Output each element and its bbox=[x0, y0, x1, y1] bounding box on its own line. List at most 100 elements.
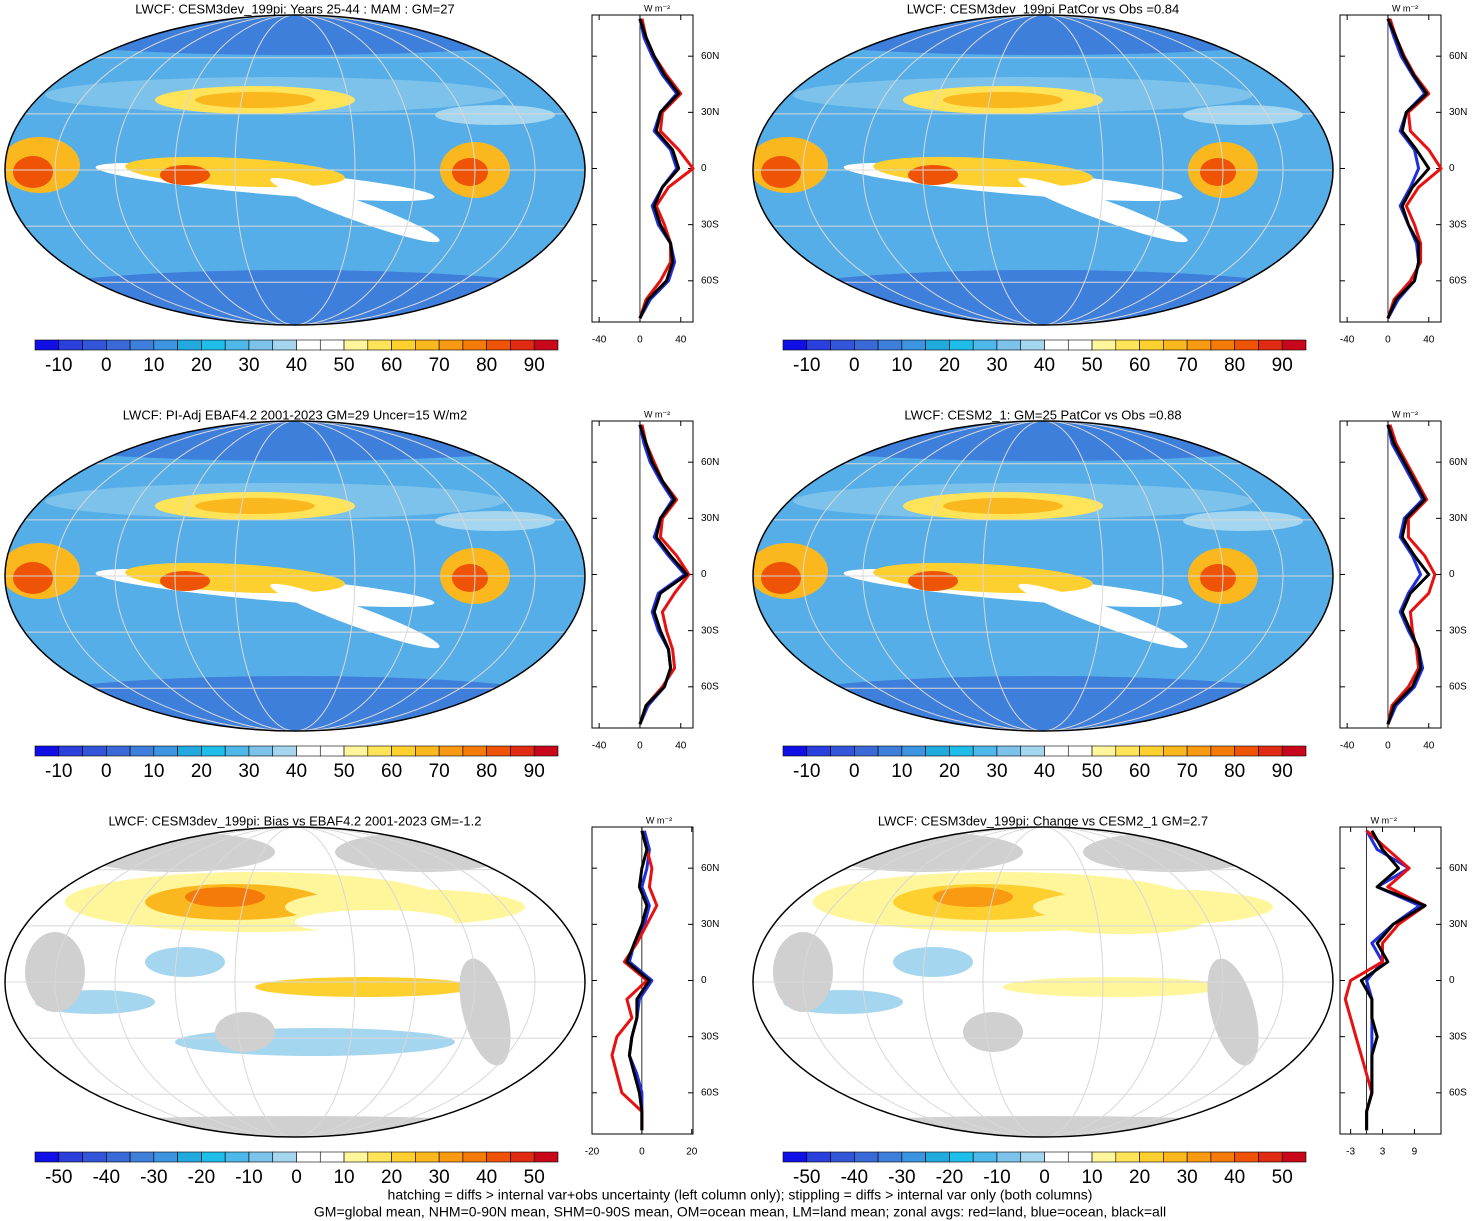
colorbar-label: 30 bbox=[1177, 1167, 1198, 1188]
map bbox=[5, 827, 585, 1137]
colorbar-label: 0 bbox=[849, 355, 860, 376]
colorbar-swatch bbox=[1067, 745, 1093, 757]
y-tick-label: 0 bbox=[701, 975, 707, 986]
colorbar-label: 40 bbox=[286, 355, 307, 376]
colorbar-swatch bbox=[153, 1151, 178, 1163]
colorbar-swatch bbox=[1091, 1151, 1117, 1163]
map-region bbox=[761, 562, 801, 594]
colorbar-swatch bbox=[129, 339, 155, 351]
map-region bbox=[160, 165, 210, 185]
map bbox=[5, 421, 585, 731]
colorbar-label: 90 bbox=[1272, 761, 1293, 782]
zonal-line bbox=[638, 424, 687, 725]
x-tick-label: 40 bbox=[1423, 741, 1435, 752]
x-tick-label: 40 bbox=[675, 335, 687, 346]
colorbar-swatch bbox=[1115, 745, 1140, 757]
y-tick-label: 60N bbox=[1449, 51, 1467, 62]
colorbar-swatch bbox=[1281, 1151, 1307, 1163]
map-region bbox=[195, 92, 315, 108]
colorbar-swatch bbox=[877, 1151, 903, 1163]
colorbar-label: 20 bbox=[381, 1167, 402, 1188]
graticule bbox=[802, 15, 1284, 325]
colorbar-swatch bbox=[533, 1151, 559, 1163]
colorbar-label: -40 bbox=[93, 1167, 120, 1188]
colorbar-swatch bbox=[82, 1151, 107, 1163]
colorbar-label: 10 bbox=[143, 355, 164, 376]
colorbar-swatch bbox=[367, 1151, 392, 1163]
colorbar-label: -10 bbox=[45, 761, 72, 782]
zonal-line bbox=[638, 18, 681, 319]
map-region bbox=[435, 105, 555, 125]
unit-label: W m⁻² bbox=[1392, 3, 1418, 13]
zonal-frame bbox=[1339, 14, 1442, 323]
colorbar-swatch bbox=[1234, 339, 1259, 351]
colorbar-label: 40 bbox=[1224, 1167, 1245, 1188]
colorbar-label: 80 bbox=[476, 355, 497, 376]
map-region bbox=[753, 1116, 1333, 1137]
y-tick-label: 0 bbox=[1449, 975, 1455, 986]
colorbar-swatch bbox=[367, 339, 392, 351]
y-tick-label: 30N bbox=[1449, 919, 1467, 930]
colorbar-swatch bbox=[343, 745, 369, 757]
colorbar-swatch bbox=[1163, 1151, 1188, 1163]
x-tick-label: -40 bbox=[1340, 741, 1355, 752]
colorbar-label: 0 bbox=[1039, 1167, 1050, 1188]
x-tick-label: 0 bbox=[637, 335, 643, 346]
note: hatching = diffs > internal var+obs unce… bbox=[388, 1187, 1093, 1203]
colorbar-label: 20 bbox=[1129, 1167, 1150, 1188]
y-tick-label: 60N bbox=[701, 863, 719, 874]
colorbar-swatch bbox=[1210, 1151, 1235, 1163]
colorbar-label: 60 bbox=[1129, 761, 1150, 782]
y-tick-label: 0 bbox=[1449, 163, 1455, 174]
colorbar-swatch bbox=[972, 1151, 998, 1163]
x-tick-label: 0 bbox=[1385, 335, 1391, 346]
colorbar-swatch bbox=[996, 1151, 1022, 1163]
colorbar-swatch bbox=[949, 1151, 974, 1163]
colorbar-swatch bbox=[1234, 1151, 1259, 1163]
y-tick-label: 0 bbox=[701, 163, 707, 174]
graticule bbox=[862, 15, 1224, 325]
map-region bbox=[933, 887, 1013, 907]
colorbar-label: 20 bbox=[191, 355, 212, 376]
colorbar-swatch bbox=[129, 1151, 155, 1163]
map-border bbox=[752, 14, 1334, 326]
colorbar-swatch bbox=[510, 339, 535, 351]
map-border bbox=[752, 826, 1334, 1138]
colorbar-swatch bbox=[486, 1151, 511, 1163]
colorbar-swatch bbox=[1139, 339, 1164, 351]
map-region bbox=[1043, 910, 1203, 934]
colorbar-swatch bbox=[510, 1151, 535, 1163]
map-region bbox=[435, 511, 555, 531]
map-border bbox=[4, 826, 586, 1138]
colorbar-swatch bbox=[415, 1151, 440, 1163]
map-region bbox=[255, 977, 475, 997]
colorbar-label: 60 bbox=[381, 355, 402, 376]
colorbar-label: 20 bbox=[939, 761, 960, 782]
colorbar-swatch bbox=[34, 1151, 60, 1163]
map-region bbox=[452, 158, 488, 186]
graticule bbox=[174, 15, 416, 325]
y-tick-label: 60N bbox=[701, 51, 719, 62]
colorbar-swatch bbox=[996, 339, 1022, 351]
y-tick-label: 30N bbox=[701, 107, 719, 118]
map-region bbox=[5, 1116, 585, 1137]
colorbar-label: -20 bbox=[188, 1167, 215, 1188]
colorbar-label: 70 bbox=[429, 761, 450, 782]
colorbar-swatch bbox=[854, 339, 879, 351]
x-tick-label: -20 bbox=[585, 1147, 600, 1158]
colorbar-swatch bbox=[153, 745, 178, 757]
colorbar-swatch bbox=[1044, 1151, 1069, 1163]
colorbar-label: -30 bbox=[888, 1167, 915, 1188]
colorbar-swatch bbox=[1091, 745, 1117, 757]
colorbar-swatch bbox=[1091, 339, 1117, 351]
colorbar-swatch bbox=[877, 745, 903, 757]
colorbar-swatch bbox=[462, 339, 487, 351]
colorbar-swatch bbox=[201, 745, 226, 757]
colorbar-label: 10 bbox=[333, 1167, 354, 1188]
colorbar-swatch bbox=[438, 339, 464, 351]
y-tick-label: 30S bbox=[701, 1031, 719, 1042]
colorbar-swatch bbox=[58, 1151, 83, 1163]
colorbar-swatch bbox=[319, 745, 345, 757]
